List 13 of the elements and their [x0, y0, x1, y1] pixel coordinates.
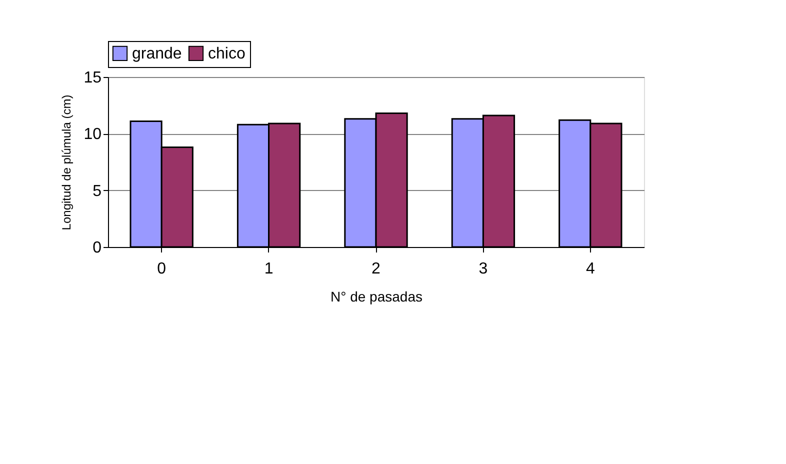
y-tick-label: 15: [84, 70, 102, 86]
x-tick-label: 4: [586, 260, 595, 278]
legend-label: grande: [132, 45, 182, 62]
x-tick-label: 3: [478, 260, 488, 278]
legend-label: chico: [208, 45, 246, 62]
x-tick-label: 2: [372, 260, 381, 278]
y-tick-label: 5: [92, 182, 102, 200]
y-tick-label: 0: [92, 240, 102, 256]
x-axis-title: N° de pasadas: [330, 288, 422, 304]
y-axis-title: Longitud de plúmula (cm): [60, 94, 74, 230]
x-tick-label: 0: [157, 260, 166, 278]
y-tick-label: 10: [84, 126, 102, 144]
x-tick-label: 1: [264, 260, 274, 278]
